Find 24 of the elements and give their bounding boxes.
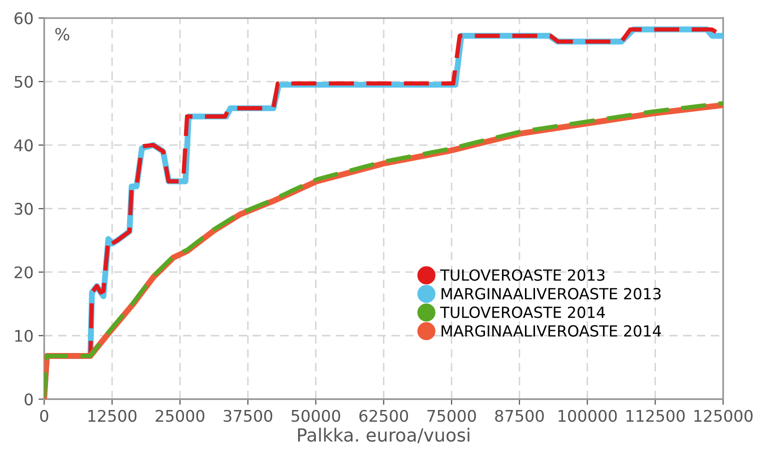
x-tick-label: 0 — [40, 410, 48, 422]
x-tick-label: 75000 — [427, 410, 476, 422]
x-tick-label: 37500 — [224, 410, 272, 422]
y-tick-label: 50 — [14, 76, 33, 88]
legend-label: TULOVEROASTE 2013 — [440, 269, 604, 281]
annotation: % — [55, 28, 70, 40]
y-tick-label: 60 — [14, 12, 33, 24]
x-tick-label: 125000 — [694, 410, 753, 422]
x-tick-label: 50000 — [292, 410, 340, 422]
legend-label: MARGINAALIVEROASTE 2014 — [442, 325, 661, 337]
x-tick-label: 112500 — [626, 410, 685, 422]
y-tick-label: 10 — [15, 330, 33, 342]
y-tick-label: 40 — [14, 139, 33, 152]
legend-label: TULOVEROASTE 2014 — [440, 306, 605, 318]
y-tick-label: 0 — [24, 393, 33, 406]
y-tick-label: 30 — [14, 202, 33, 215]
x-tick-label: 62500 — [359, 410, 408, 422]
x-tick-label: 100000 — [558, 410, 617, 422]
legend-label: MARGINAALIVEROASTE 2013 — [442, 288, 661, 300]
x-tick-label: 87500 — [495, 410, 544, 422]
y-tick-label: 20 — [14, 266, 33, 278]
x-tick-label: 25000 — [156, 410, 204, 422]
x-axis-title: Palkka. euroa/vuosi — [298, 428, 470, 444]
x-tick-label: 12500 — [88, 410, 136, 422]
